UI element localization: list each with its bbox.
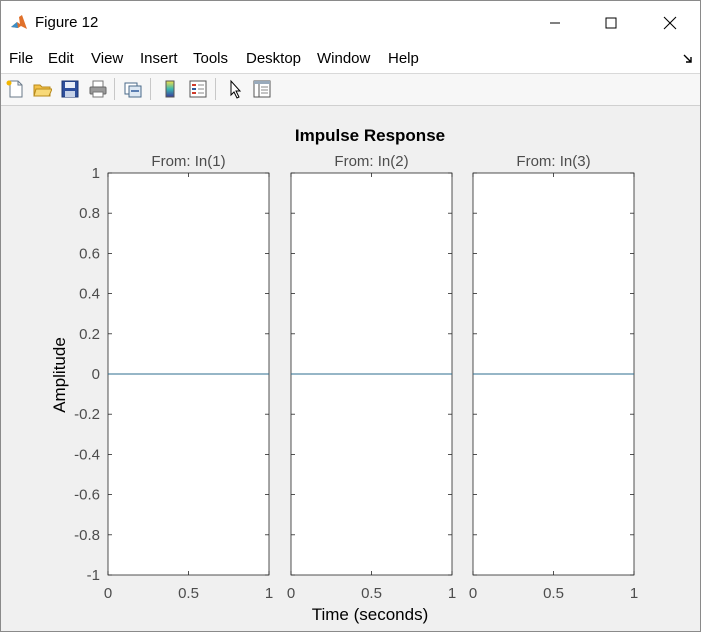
y-tick-label: 1 [92, 165, 100, 182]
property-inspector-icon [253, 80, 271, 98]
window-title: Figure 12 [35, 14, 99, 31]
new-figure-icon [6, 80, 23, 98]
close-icon [663, 16, 677, 30]
y-axis-label: Amplitude [50, 337, 69, 413]
open-file-button[interactable] [31, 78, 53, 100]
figure-canvas[interactable]: Impulse Response Time (seconds) Amplitud… [1, 106, 700, 631]
minimize-icon [550, 22, 560, 24]
menu-help[interactable]: Help [388, 50, 419, 67]
edit-plot-icon [230, 79, 242, 99]
link-plot-icon [124, 82, 142, 98]
x-tick-label: 0 [469, 585, 477, 602]
menu-file[interactable]: File [9, 50, 34, 67]
title-bar[interactable]: Figure 12 [1, 1, 700, 45]
matlab-logo-icon [11, 15, 27, 29]
y-tick-label: -0.2 [74, 406, 100, 423]
y-tick-label: 0 [92, 366, 100, 383]
figure-toolbar [1, 74, 700, 106]
subplot-title-2: From: In(2) [334, 153, 408, 170]
chart-title: Impulse Response [295, 126, 445, 145]
insert-colorbar-button[interactable] [159, 78, 181, 100]
link-plot-button[interactable] [122, 78, 144, 100]
x-tick-label: 1 [265, 585, 273, 602]
menu-window[interactable]: Window [317, 50, 371, 67]
print-figure-button[interactable] [87, 78, 109, 100]
subplot-title-1: From: In(1) [151, 153, 225, 170]
y-tick-label: 0.8 [79, 205, 100, 222]
subplot-title-3: From: In(3) [516, 153, 590, 170]
x-tick-label: 0.5 [543, 585, 564, 602]
insert-legend-button[interactable] [187, 78, 209, 100]
x-tick-label: 0.5 [361, 585, 382, 602]
close-button[interactable] [647, 1, 693, 45]
menu-view[interactable]: View [91, 50, 124, 67]
toolbar-separator [114, 78, 115, 100]
y-tick-label: 0.4 [79, 286, 100, 303]
x-tick-label: 0 [287, 585, 295, 602]
minimize-button[interactable] [532, 1, 578, 45]
insert-legend-icon [189, 80, 207, 98]
insert-colorbar-icon [165, 80, 175, 98]
x-tick-label: 0.5 [178, 585, 199, 602]
dock-figure-icon[interactable] [682, 53, 694, 65]
y-tick-label: -1 [87, 567, 100, 584]
open-file-icon [33, 84, 52, 97]
y-tick-label: -0.4 [74, 446, 100, 463]
impulse-response-plot: Impulse Response Time (seconds) Amplitud… [50, 126, 638, 624]
menu-edit[interactable]: Edit [48, 50, 74, 67]
menu-desktop[interactable]: Desktop [246, 50, 302, 67]
save-figure-button[interactable] [59, 78, 81, 100]
x-tick-label: 0 [104, 585, 112, 602]
x-tick-label: 1 [630, 585, 638, 602]
y-tick-label: -0.8 [74, 527, 100, 544]
toolbar-separator [215, 78, 216, 100]
x-tick-label: 1 [448, 585, 456, 602]
maximize-button[interactable] [588, 1, 634, 45]
y-tick-label: -0.6 [74, 487, 100, 504]
save-figure-icon [61, 80, 79, 98]
x-axis-label: Time (seconds) [312, 605, 429, 624]
property-inspector-button[interactable] [251, 78, 273, 100]
edit-plot-button[interactable] [224, 78, 246, 100]
toolbar-separator [150, 78, 151, 100]
new-figure-button[interactable] [4, 78, 26, 100]
y-tick-label: 0.6 [79, 245, 100, 262]
print-figure-icon [89, 80, 107, 98]
menu-tools[interactable]: Tools [193, 50, 229, 67]
menu-bar: File Edit View Insert Tools Desktop Wind… [1, 45, 700, 74]
y-tick-label: 0.2 [79, 326, 100, 343]
maximize-icon [605, 17, 617, 29]
menu-insert[interactable]: Insert [140, 50, 178, 67]
